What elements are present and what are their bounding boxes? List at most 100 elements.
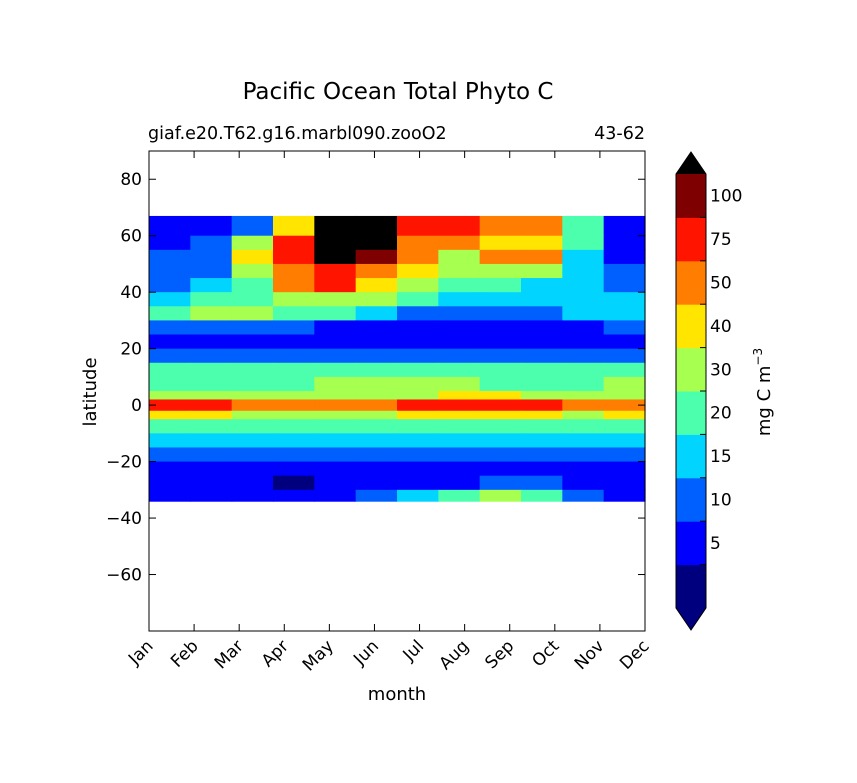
- heatmap-cell: [355, 410, 398, 420]
- heatmap-cell: [149, 391, 191, 401]
- heatmap-cell: [397, 410, 439, 420]
- heatmap-cell: [397, 391, 439, 401]
- heatmap-cell: [479, 419, 522, 434]
- colorbar-segment: [676, 347, 706, 392]
- heatmap-cell: [562, 263, 605, 279]
- heatmap-cell: [521, 461, 563, 477]
- heatmap-cell: [397, 278, 439, 293]
- heatmap-cell: [273, 348, 315, 364]
- heatmap-cell: [355, 235, 398, 251]
- heatmap-cell: [231, 489, 274, 502]
- heatmap-cell: [521, 433, 563, 449]
- heatmap-cell: [397, 433, 439, 449]
- colorbar-label-exponent: −3: [751, 348, 765, 366]
- heatmap-cell: [397, 489, 439, 502]
- heatmap-cell: [479, 235, 522, 251]
- heatmap-cell: [603, 399, 646, 412]
- heatmap-cell: [438, 362, 481, 378]
- heatmap-cell: [355, 334, 398, 350]
- heatmap-cell: [397, 235, 439, 251]
- heatmap-cell: [273, 249, 315, 265]
- x-tick-label: Dec: [616, 636, 653, 673]
- heatmap-cell: [562, 475, 605, 491]
- heatmap-cell: [314, 376, 357, 392]
- heatmap-cell: [355, 263, 398, 279]
- heatmap-cell: [273, 391, 315, 401]
- heatmap-cell: [314, 461, 357, 477]
- heatmap-cell: [521, 278, 563, 293]
- heatmap-cell: [562, 376, 605, 392]
- x-tick-label: Nov: [571, 636, 609, 674]
- heatmap-cell: [273, 461, 315, 477]
- heatmap-cell: [231, 475, 274, 491]
- plot-area: Jan Feb Mar Apr May Jun Jul Aug Sep Oct Nov Dec 80 6…: [106, 150, 654, 675]
- y-tick-label: 60: [120, 227, 142, 247]
- heatmap-cell: [603, 306, 646, 322]
- heatmap-cell: [562, 306, 605, 322]
- heatmap-cell: [355, 292, 398, 307]
- x-tick-label: Feb: [167, 636, 202, 671]
- heatmap-cell: [314, 215, 357, 237]
- heatmap-cell: [149, 461, 191, 477]
- heatmap-cell: [314, 292, 357, 307]
- heatmap-cell: [521, 235, 563, 251]
- colorbar-tick-label: 10: [710, 491, 732, 511]
- heatmap-cell: [190, 263, 233, 279]
- heatmap-cell: [355, 320, 398, 336]
- heatmap-cell: [438, 292, 481, 307]
- heatmap-cell: [314, 278, 357, 293]
- heatmap-cell: [479, 376, 522, 392]
- heatmap-cell: [603, 292, 646, 307]
- heatmap-cell: [355, 419, 398, 434]
- heatmap-cell: [149, 278, 191, 293]
- heatmap-cell: [479, 433, 522, 449]
- heatmap-cell: [603, 334, 646, 350]
- heatmap-cell: [438, 278, 481, 293]
- heatmap-cell: [603, 447, 646, 463]
- heatmap-cell: [190, 348, 233, 364]
- heatmap-cell: [397, 263, 439, 279]
- heatmap-cell: [562, 419, 605, 434]
- heatmap-cell: [438, 263, 481, 279]
- heatmap-cell: [562, 278, 605, 293]
- heatmap-cell: [231, 249, 274, 265]
- heatmap-cell: [314, 489, 357, 502]
- heatmap-cell: [190, 292, 233, 307]
- heatmap-cell: [562, 215, 605, 237]
- heatmap-cell: [314, 419, 357, 434]
- heatmap-cell: [190, 362, 233, 378]
- heatmap-cell: [355, 348, 398, 364]
- heatmap-cell: [603, 461, 646, 477]
- colorbar-under-triangle: [676, 608, 706, 630]
- heatmap-cell: [149, 235, 191, 251]
- heatmap-cell: [521, 306, 563, 322]
- heatmap-cell: [231, 410, 274, 420]
- heatmap-cell: [314, 362, 357, 378]
- colorbar-tick-label: 40: [710, 317, 732, 337]
- heatmap-cell: [273, 447, 315, 463]
- heatmap-cell: [479, 215, 522, 237]
- x-tick-label: Aug: [436, 636, 474, 674]
- colorbar-tick-label: 30: [710, 360, 732, 380]
- heatmap-cell: [231, 391, 274, 401]
- heatmap-cell: [314, 249, 357, 265]
- heatmap-cell: [314, 447, 357, 463]
- y-tick-label: −20: [106, 453, 142, 473]
- heatmap-cell: [273, 419, 315, 434]
- heatmap-cell: [479, 447, 522, 463]
- heatmap-cell: [521, 362, 563, 378]
- heatmap-cell: [479, 391, 522, 401]
- heatmap-cell: [438, 249, 481, 265]
- heatmap-cell: [438, 306, 481, 322]
- heatmap-cell: [231, 292, 274, 307]
- y-tick-label: 40: [120, 283, 142, 303]
- colorbar-segment: [676, 217, 706, 262]
- heatmap-cell: [231, 447, 274, 463]
- heatmap-cell: [479, 362, 522, 378]
- x-tick-label: Jul: [399, 636, 428, 665]
- heatmap-cell: [479, 348, 522, 364]
- heatmap-cell: [190, 475, 233, 491]
- heatmap-cell: [438, 215, 481, 237]
- heatmap-cell: [438, 475, 481, 491]
- heatmap-cell: [562, 489, 605, 502]
